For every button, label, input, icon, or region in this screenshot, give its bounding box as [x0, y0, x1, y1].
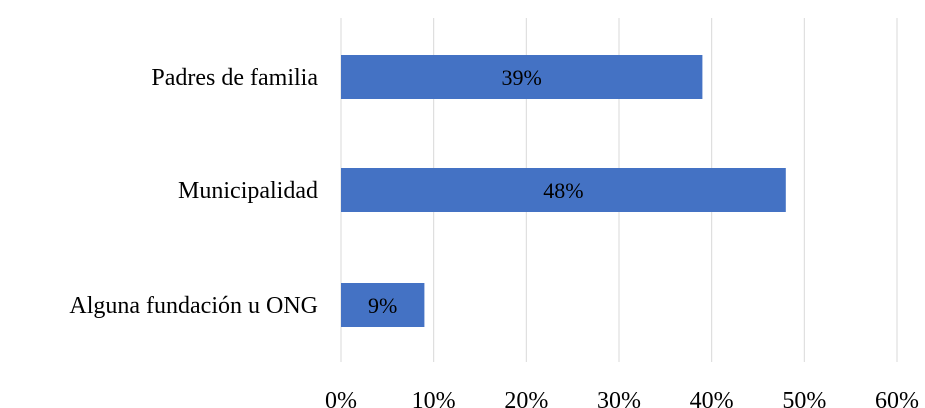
x-tick-label-3: 30% — [597, 388, 641, 408]
x-tick-label-0: 0% — [325, 388, 357, 408]
bar-0 — [341, 55, 703, 99]
bars: 39% 48% 9% — [341, 55, 786, 327]
category-label-0: Padres de familia — [151, 65, 318, 91]
x-axis-tick-labels: 0% 10% 20% 30% 40% 50% 60% — [325, 388, 919, 408]
x-tick-label-2: 20% — [504, 388, 548, 408]
x-tick-label-4: 40% — [690, 388, 734, 408]
category-label-2: Alguna fundación u ONG — [69, 293, 318, 319]
data-label-0: 39% — [502, 65, 542, 90]
data-label-1: 48% — [543, 178, 583, 203]
data-label-2: 9% — [368, 293, 397, 318]
category-labels: Padres de familia Municipalidad Alguna fun… — [69, 65, 318, 319]
x-tick-label-6: 60% — [875, 388, 919, 408]
x-tick-label-5: 50% — [782, 388, 826, 408]
x-tick-label-1: 10% — [412, 388, 456, 408]
bar-1 — [341, 168, 786, 212]
bar-2 — [341, 283, 425, 327]
category-label-1: Municipalidad — [178, 178, 318, 204]
